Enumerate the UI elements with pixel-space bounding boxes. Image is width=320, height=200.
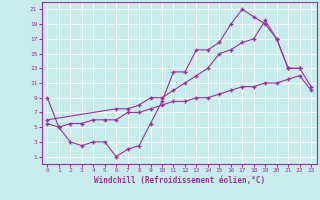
X-axis label: Windchill (Refroidissement éolien,°C): Windchill (Refroidissement éolien,°C) (94, 176, 265, 185)
